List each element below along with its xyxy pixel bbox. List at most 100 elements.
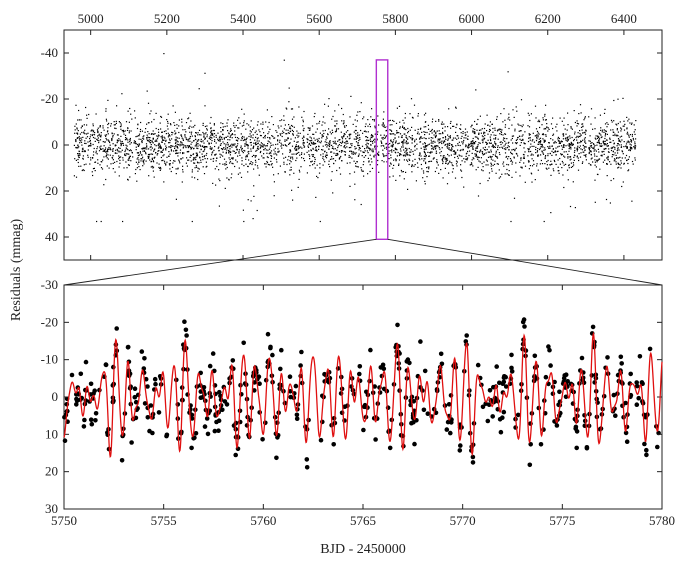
top-data-point: [353, 152, 355, 154]
top-data-point: [535, 152, 537, 154]
top-data-point: [598, 158, 600, 160]
top-data-point: [139, 169, 141, 171]
top-data-point: [134, 142, 136, 144]
top-data-point: [79, 153, 81, 155]
top-data-point: [576, 156, 578, 158]
top-data-point: [548, 128, 550, 130]
top-data-point: [522, 139, 524, 141]
top-data-point: [380, 145, 382, 147]
top-data-point: [467, 147, 469, 149]
top-data-point: [116, 148, 118, 150]
top-data-point: [407, 130, 410, 133]
top-data-point: [365, 140, 367, 142]
top-data-point: [484, 134, 486, 137]
top-data-point: [299, 171, 301, 173]
top-data-point: [194, 145, 196, 147]
top-data-point: [593, 150, 595, 152]
top-data-point: [429, 130, 431, 132]
top-data-point: [419, 152, 421, 154]
top-data-point: [442, 162, 444, 165]
top-data-point: [370, 148, 372, 150]
top-data-point: [369, 149, 371, 151]
top-data-point: [106, 153, 108, 155]
top-data-point: [311, 154, 313, 156]
top-data-point: [225, 151, 227, 153]
top-data-point: [314, 158, 316, 161]
top-data-point: [211, 152, 213, 154]
top-data-point: [536, 165, 538, 167]
top-data-point: [81, 148, 84, 150]
top-data-point: [603, 143, 605, 145]
top-data-point: [542, 152, 544, 154]
top-data-point: [296, 130, 298, 132]
top-data-point: [86, 133, 88, 135]
top-data-point: [217, 140, 219, 142]
top-data-point: [193, 147, 195, 149]
top-data-point: [591, 142, 593, 144]
top-data-point: [249, 133, 251, 135]
top-data-point: [321, 149, 323, 151]
top-data-point: [402, 146, 404, 148]
top-data-point: [257, 121, 259, 123]
top-data-point: [495, 137, 497, 139]
top-data-point: [112, 168, 114, 170]
top-data-point: [482, 140, 484, 142]
top-data-point: [212, 158, 214, 160]
top-data-point: [604, 108, 606, 110]
top-data-point: [268, 131, 270, 133]
top-data-point: [539, 147, 541, 149]
top-data-point: [174, 139, 176, 141]
top-data-point: [96, 153, 98, 155]
top-data-point: [496, 157, 499, 159]
top-data-point: [90, 145, 92, 147]
bottom-data-point: [82, 417, 87, 423]
bottom-data-point: [260, 437, 265, 442]
top-data-point: [277, 125, 279, 127]
top-data-point: [247, 199, 249, 201]
top-data-point: [291, 145, 294, 147]
top-data-point: [121, 142, 123, 144]
top-data-point: [156, 162, 158, 164]
top-data-point: [473, 158, 475, 160]
top-data-point: [435, 150, 437, 152]
top-data-point: [204, 137, 206, 139]
top-data-point: [250, 150, 252, 152]
top-data-point: [503, 148, 505, 150]
top-data-point: [99, 135, 101, 137]
top-data-point: [444, 136, 447, 138]
top-data-point: [537, 136, 539, 138]
top-data-point: [464, 132, 466, 134]
top-data-point: [293, 153, 295, 155]
top-data-point: [385, 143, 387, 145]
top-data-point: [567, 136, 569, 138]
top-data-point: [234, 136, 237, 138]
top-data-point: [378, 151, 380, 153]
top-data-point: [467, 146, 469, 148]
top-data-point: [598, 151, 600, 153]
top-data-point: [196, 154, 198, 156]
bottom-data-point: [142, 356, 147, 361]
top-data-point: [171, 131, 173, 133]
top-data-point: [536, 163, 538, 165]
top-data-point: [150, 166, 152, 168]
top-data-point: [81, 125, 83, 127]
top-data-point: [80, 141, 83, 143]
top-data-point: [256, 209, 258, 212]
top-data-point: [594, 201, 596, 203]
top-data-point: [344, 142, 346, 144]
top-data-point: [190, 143, 192, 145]
top-data-point: [631, 148, 633, 150]
top-data-point: [297, 145, 300, 147]
top-data-point: [612, 131, 614, 133]
top-data-point: [492, 159, 494, 161]
top-data-point: [493, 146, 495, 148]
top-data-point: [152, 137, 154, 139]
top-data-point: [520, 99, 523, 101]
top-data-point: [294, 147, 296, 149]
top-data-point: [515, 171, 517, 173]
top-data-point: [246, 123, 248, 125]
top-data-point: [121, 130, 123, 132]
top-data-point: [535, 117, 537, 119]
top-data-point: [151, 140, 153, 142]
top-data-point: [155, 127, 157, 130]
